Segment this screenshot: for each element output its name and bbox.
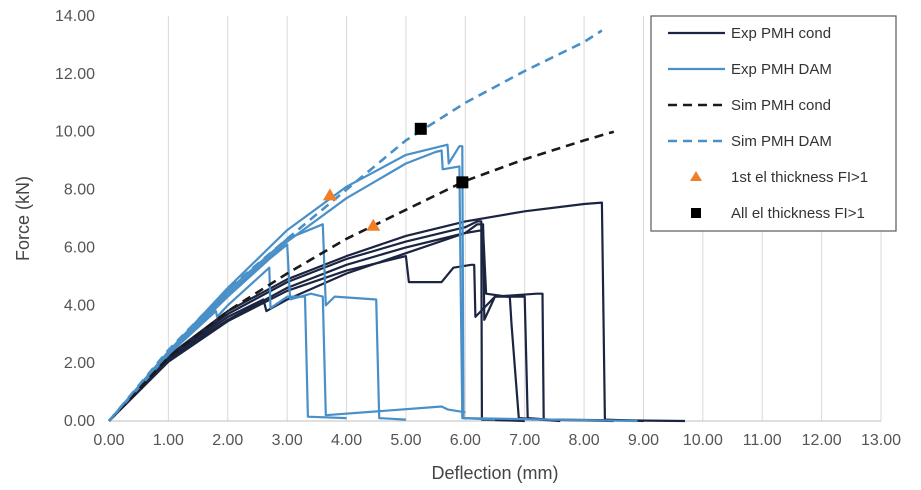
x-tick-label: 8.00 [569,432,600,449]
series-line-0-1 [108,223,614,423]
legend-item: 1st el thickness FI>1 [690,169,868,186]
series-line-3-0 [108,29,603,422]
legend-swatch-square [691,208,701,218]
x-tick-label: 7.00 [509,432,540,449]
marker-layer [322,122,469,231]
legend-label: 1st el thickness FI>1 [731,169,868,186]
y-tick-label: 0.00 [64,413,95,430]
legend-item: Exp PMH DAM [668,61,832,78]
legend-item: Sim PMH cond [668,97,831,114]
y-tick-labels: 0.00 2.00 4.00 6.00 8.00 10.00 12.00 14.00 [55,8,95,430]
x-tick-label: 6.00 [450,432,481,449]
legend-box [650,15,897,232]
series-line-0-4 [108,201,644,423]
x-tick-label: 11.00 [743,432,782,449]
legend-label: Sim PMH cond [731,97,831,114]
x-tick-label: 1.00 [153,432,184,449]
legend-item: All el thickness FI>1 [691,205,865,222]
x-tick-label: 4.00 [331,432,362,449]
y-axis-title: Force (kN) [13,176,33,261]
y-tick-label: 14.00 [55,8,95,25]
series-line-2-0 [108,130,615,422]
legend-item: Sim PMH DAM [668,133,832,150]
legend-label: All el thickness FI>1 [731,205,865,222]
series-line-1-1 [108,243,466,422]
series-line-0-3 [108,255,561,423]
y-tick-label: 2.00 [64,355,95,372]
marker-triangle [366,218,381,231]
legend-swatch-triangle [690,171,702,181]
x-tick-label: 10.00 [683,432,723,449]
marker-square [456,176,469,189]
series-line-0-2 [108,220,525,423]
y-tick-label: 12.00 [55,66,95,83]
x-tick-label: 3.00 [272,432,303,449]
y-tick-label: 6.00 [64,239,95,256]
x-tick-label: 2.00 [212,432,243,449]
y-tick-label: 4.00 [64,297,95,314]
x-tick-label: 12.00 [802,432,842,449]
series-line-1-3 [108,143,496,422]
x-tick-label: 13.00 [861,432,901,449]
x-axis-title: Deflection (mm) [431,463,558,483]
y-tick-label: 8.00 [64,182,95,199]
y-tick-label: 10.00 [55,124,95,141]
x-tick-labels: 0.00 1.00 2.00 3.00 4.00 5.00 6.00 7.00 8.00 9.00… [93,432,901,449]
series-line-1-4 [108,149,638,423]
series-line-1-0 [108,266,347,422]
x-tick-label: 5.00 [390,432,421,449]
legend-item: Exp PMH cond [668,25,831,42]
marker-triangle [322,188,337,201]
x-tick-label: 9.00 [628,432,659,449]
legend-label: Exp PMH cond [731,25,831,42]
legend-label: Sim PMH DAM [731,133,832,150]
x-tick-label: 0.00 [93,432,124,449]
legend-label: Exp PMH DAM [731,61,832,78]
legend: Exp PMH cond Exp PMH DAM Sim PMH cond Sim P… [650,15,897,232]
marker-square [414,122,427,135]
series-line-0-0 [108,229,686,423]
series-layer [108,29,686,423]
